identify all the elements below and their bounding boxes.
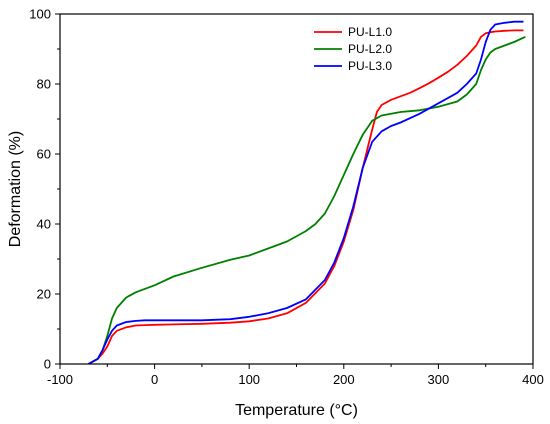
series-layer (87, 20, 526, 364)
x-axis: -100 0 100 200 300 400 (47, 364, 544, 387)
series-line-pu-l3-0 (87, 20, 524, 364)
legend-label: PU-L2.0 (348, 42, 392, 56)
y-tick-label: 40 (37, 217, 51, 232)
x-tick-label: 400 (522, 372, 544, 387)
x-tick-label: -100 (47, 372, 73, 387)
series-line-pu-l2-0 (87, 35, 526, 364)
y-tick-label: 0 (44, 357, 51, 372)
x-tick-label: 200 (333, 372, 355, 387)
x-tick-label: 0 (151, 372, 158, 387)
y-tick-label: 60 (37, 147, 51, 162)
legend-label: PU-L1.0 (348, 25, 392, 39)
legend: PU-L1.0 PU-L2.0 PU-L3.0 (314, 25, 392, 73)
x-tick-label: 100 (238, 372, 260, 387)
y-tick-label: 20 (37, 287, 51, 302)
y-tick-label: 100 (29, 7, 51, 22)
x-axis-title: Temperature (°C) (235, 402, 358, 419)
y-axis-title: Deformation (%) (7, 131, 24, 247)
x-tick-label: 300 (428, 372, 450, 387)
y-tick-label: 80 (37, 77, 51, 92)
legend-label: PU-L3.0 (348, 59, 392, 73)
y-axis: 0 20 40 60 80 100 (29, 7, 60, 372)
